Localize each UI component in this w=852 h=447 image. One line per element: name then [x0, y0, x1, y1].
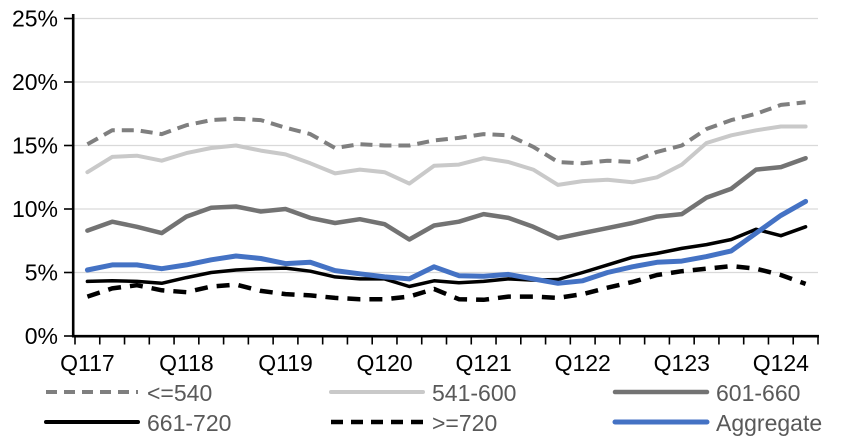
x-axis-label: Q123	[654, 350, 710, 376]
series-line-541-600	[85, 124, 808, 187]
y-axis-label: 0%	[25, 323, 58, 349]
series-line-661-720	[85, 225, 808, 289]
y-axis-label: 15%	[12, 133, 58, 159]
x-axis-label: Q124	[753, 350, 809, 376]
legend-label-661-720: 661-720	[147, 410, 231, 436]
y-axis-label: 25%	[12, 6, 58, 32]
series-line-601-660	[85, 155, 808, 242]
legend-label-720: >=720	[432, 410, 497, 436]
legend-label-540: <=540	[147, 380, 212, 406]
x-axis-label: Q120	[356, 350, 412, 376]
x-axis-label: Q122	[555, 350, 611, 376]
x-axis-label: Q121	[456, 350, 512, 376]
y-axis-label: 20%	[12, 69, 58, 95]
series-line-aggregate	[84, 198, 809, 286]
series-line-540	[86, 100, 806, 166]
y-axis-label: 5%	[25, 260, 58, 286]
x-axis-label: Q117	[60, 350, 115, 376]
legend-label-541-600: 541-600	[432, 380, 516, 406]
legend-label-601-660: 601-660	[716, 380, 800, 406]
series-line-720	[86, 263, 807, 303]
x-axis-label: Q118	[159, 350, 214, 376]
legend-label-aggregate: Aggregate	[716, 410, 822, 436]
y-axis-label: 10%	[12, 196, 58, 222]
x-axis-label: Q119	[258, 350, 313, 376]
